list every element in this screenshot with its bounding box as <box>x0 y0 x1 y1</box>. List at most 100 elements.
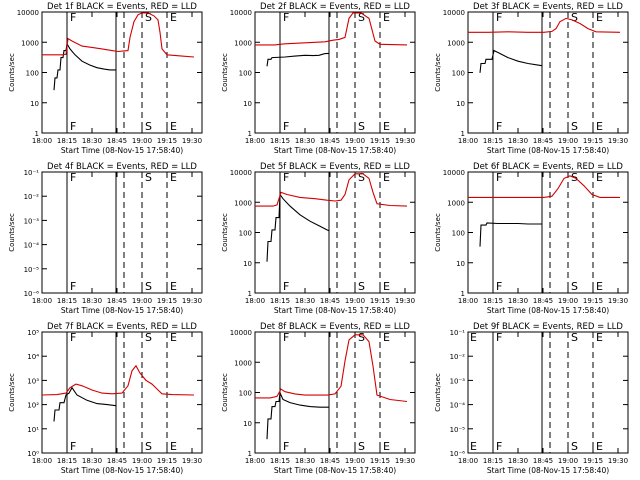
marker-label: E <box>596 120 603 133</box>
marker-label: S <box>145 11 152 24</box>
x-tick-label: 19:00 <box>345 297 365 305</box>
marker-label: F <box>70 11 76 24</box>
x-axis-label: Start Time (08-Nov-15 17:58:40) <box>61 306 183 315</box>
x-tick-label: 19:30 <box>395 457 415 465</box>
x-tick-label: 18:00 <box>245 297 265 305</box>
y-tick-label: 1 <box>461 290 465 298</box>
x-tick-label: 19:00 <box>558 137 578 145</box>
y-tick-label: 10⁻⁶ <box>450 450 466 458</box>
events-series-line <box>266 390 329 440</box>
y-tick-label: 1000 <box>447 199 465 207</box>
x-tick-label: 18:30 <box>508 297 528 305</box>
x-tick-label: 18:45 <box>533 297 553 305</box>
y-tick-label: 1000 <box>447 39 465 47</box>
y-tick-label: 10² <box>27 402 39 410</box>
marker-label: E <box>170 120 177 133</box>
x-tick-label: 18:45 <box>107 457 127 465</box>
x-tick-label: 19:30 <box>608 297 628 305</box>
x-axis-label: Start Time (08-Nov-15 17:58:40) <box>487 306 609 315</box>
marker-label: F <box>283 331 289 344</box>
x-axis-label: Start Time (08-Nov-15 17:58:40) <box>487 146 609 155</box>
panel-title: Det 9f BLACK = Events, RED = LLD <box>473 322 623 332</box>
y-tick-label: 10⁻⁴ <box>24 242 40 250</box>
y-tick-label: 1 <box>248 290 252 298</box>
x-axis-label: Start Time (08-Nov-15 17:58:40) <box>487 466 609 475</box>
x-tick-label: 18:00 <box>32 457 52 465</box>
marker-label: F <box>70 120 76 133</box>
y-tick-label: 100 <box>452 70 465 78</box>
marker-label: S <box>358 280 365 293</box>
x-tick-label: 18:45 <box>320 457 340 465</box>
plot-area: F F S S E E <box>468 11 621 133</box>
marker-label: E <box>596 280 603 293</box>
panel-9: Det 9f BLACK = Events, RED = LLD 10⁻⁶ 10⁻⁵… <box>434 322 629 475</box>
x-axis-label: Start Time (08-Nov-15 17:58:40) <box>61 146 183 155</box>
y-tick-label: 100 <box>239 70 252 78</box>
marker-label: S <box>358 440 365 453</box>
x-tick-label: 18:15 <box>270 457 290 465</box>
marker-label: F <box>283 120 289 133</box>
marker-label: F <box>496 280 502 293</box>
plot-area: F F S S E E <box>42 11 195 133</box>
marker-label: F <box>70 331 76 344</box>
y-axis-label: Counts/sec <box>434 213 442 252</box>
x-tick-label: 18:30 <box>295 297 315 305</box>
events-series-line <box>479 222 542 247</box>
x-tick-label: 19:30 <box>395 297 415 305</box>
y-tick-label: 10⁻³ <box>24 217 40 225</box>
panel-6: Det 6f BLACK = Events, RED = LLD 1 10 100 10… <box>434 162 629 315</box>
y-tick-label: 10⁻⁶ <box>24 290 40 298</box>
panel-8: Det 8f BLACK = Events, RED = LLD 1 10 100 10… <box>221 322 416 475</box>
panel-7: Det 7f BLACK = Events, RED = LLD 10⁰ 10¹ 10… <box>8 322 203 475</box>
y-tick-label: 1000 <box>234 199 252 207</box>
y-tick-label: 10⁵ <box>27 329 39 337</box>
x-tick-label: 18:45 <box>320 137 340 145</box>
marker-label: F <box>283 280 289 293</box>
panel-4: Det 4f BLACK = Events, RED = LLD 10⁻⁶ 10⁻⁵… <box>8 162 203 315</box>
marker-label: F <box>283 171 289 184</box>
x-tick-label: 18:00 <box>32 297 52 305</box>
x-tick-label: 19:00 <box>132 297 152 305</box>
x-tick-label: 18:30 <box>295 457 315 465</box>
panel-title: Det 8f BLACK = Events, RED = LLD <box>260 322 410 332</box>
x-tick-label: 18:30 <box>508 457 528 465</box>
x-tick-label: 19:30 <box>182 297 202 305</box>
lld-series-line <box>255 12 408 46</box>
plot-area: F F S S E E <box>66 172 177 293</box>
marker-label: S <box>358 11 365 24</box>
y-tick-label: 10⁻¹ <box>24 169 40 177</box>
panel-1: Det 1f BLACK = Events, RED = LLD 1 10 100 10… <box>8 2 203 155</box>
marker-label: F <box>496 331 502 344</box>
y-tick-label: 10 <box>243 420 252 428</box>
x-tick-label: 18:45 <box>107 137 127 145</box>
events-series-line <box>53 386 117 422</box>
y-tick-label: 1 <box>35 130 39 138</box>
marker-label: F <box>496 440 502 453</box>
panel-title: Det 7f BLACK = Events, RED = LLD <box>47 322 197 332</box>
x-tick-label: 18:45 <box>533 137 553 145</box>
y-tick-label: 10000 <box>443 9 465 17</box>
panels: Det 1f BLACK = Events, RED = LLD 1 10 100 10… <box>8 2 629 475</box>
x-axis-label: Start Time (08-Nov-15 17:58:40) <box>274 466 396 475</box>
lld-series-line <box>42 364 195 396</box>
x-tick-label: 19:00 <box>558 457 578 465</box>
y-tick-label: 10 <box>456 260 465 268</box>
y-tick-label: 100 <box>239 390 252 398</box>
panel-title: Det 1f BLACK = Events, RED = LLD <box>47 2 197 12</box>
panel-title: Det 3f BLACK = Events, RED = LLD <box>473 2 623 12</box>
y-tick-label: 10 <box>243 100 252 108</box>
x-tick-label: 19:15 <box>157 457 177 465</box>
panel-2: Det 2f BLACK = Events, RED = LLD 1 10 100 10… <box>221 2 416 155</box>
y-tick-label: 10⁻⁵ <box>450 426 466 434</box>
x-tick-label: 18:30 <box>82 137 102 145</box>
y-tick-label: 1000 <box>21 39 39 47</box>
marker-label: F <box>496 120 502 133</box>
y-tick-label: 10⁴ <box>27 353 39 361</box>
x-tick-label: 19:30 <box>182 137 202 145</box>
x-axis-label: Start Time (08-Nov-15 17:58:40) <box>61 466 183 475</box>
x-tick-label: 19:00 <box>132 457 152 465</box>
panel-title: Det 2f BLACK = Events, RED = LLD <box>260 2 410 12</box>
marker-label: F <box>496 11 502 24</box>
y-tick-label: 10 <box>243 260 252 268</box>
y-tick-label: 10⁻⁴ <box>450 402 466 410</box>
